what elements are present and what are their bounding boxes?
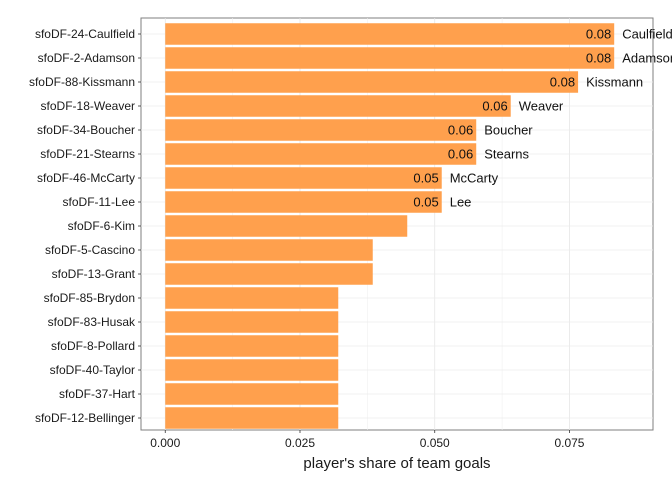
y-tick-label: sfoDF-18-Weaver (41, 99, 135, 113)
bar (165, 23, 615, 45)
bar-value-label: 0.06 (448, 123, 473, 138)
bar-name-label: Boucher (484, 123, 533, 138)
y-tick-label: sfoDF-40-Taylor (50, 363, 135, 377)
bar (165, 47, 615, 69)
bar-name-label: McCarty (450, 171, 499, 186)
bar (165, 407, 339, 429)
bar (165, 311, 339, 333)
y-tick-label: sfoDF-8-Pollard (51, 339, 135, 353)
bar-value-label: 0.08 (550, 75, 575, 90)
y-tick-label: sfoDF-13-Grant (52, 267, 136, 281)
y-tick-label: sfoDF-21-Stearns (40, 147, 135, 161)
bar (165, 263, 373, 285)
bar-value-label: 0.08 (586, 27, 611, 42)
bar (165, 71, 579, 93)
x-tick-label: 0.025 (285, 436, 315, 450)
bar-name-label: Kissmann (586, 75, 643, 90)
y-tick-label: sfoDF-34-Boucher (37, 123, 135, 137)
bar-name-label: Adamson (622, 51, 672, 66)
y-tick-label: sfoDF-83-Husak (48, 315, 136, 329)
y-tick-label: sfoDF-2-Adamson (38, 51, 135, 65)
x-tick-label: 0.000 (150, 436, 180, 450)
bar-value-label: 0.05 (413, 171, 438, 186)
bar-labels: 0.08 Caulfield 0.08 Adamson 0.08 Kissmann 0.06… (413, 27, 672, 210)
y-tick-label: sfoDF-6-Kim (68, 219, 135, 233)
bar (165, 383, 339, 405)
x-tick-label: 0.050 (420, 436, 450, 450)
bar-name-label: Stearns (484, 147, 529, 162)
bar (165, 143, 477, 165)
y-tick-label: sfoDF-85-Brydon (44, 291, 135, 305)
y-tick-label: sfoDF-88-Kissmann (29, 75, 135, 89)
y-tick-label: sfoDF-12-Bellinger (35, 411, 135, 425)
bar (165, 359, 339, 381)
x-axis-title: player's share of team goals (303, 455, 490, 472)
bar-name-label: Lee (450, 195, 472, 210)
bar-name-label: Caulfield (622, 27, 672, 42)
bar-value-label: 0.06 (482, 99, 507, 114)
y-tick-label: sfoDF-37-Hart (59, 387, 136, 401)
bars (165, 23, 615, 429)
bar-value-label: 0.05 (413, 195, 438, 210)
bar-value-label: 0.06 (448, 147, 473, 162)
x-tick-label: 0.075 (554, 436, 584, 450)
y-tick-label: sfoDF-5-Cascino (45, 243, 135, 257)
bar-value-label: 0.08 (586, 51, 611, 66)
y-axis: sfoDF-24-Caulfield sfoDF-2-Adamson sfoDF-8… (29, 27, 141, 425)
bar (165, 215, 408, 237)
bar-name-label: Weaver (519, 99, 564, 114)
bar (165, 335, 339, 357)
bar (165, 119, 477, 141)
bar (165, 95, 511, 117)
bar (165, 191, 442, 213)
y-tick-label: sfoDF-11-Lee (63, 195, 136, 209)
bar (165, 239, 373, 261)
x-axis: 0.000 0.025 0.050 0.075 (150, 430, 585, 450)
y-tick-label: sfoDF-46-McCarty (37, 171, 135, 185)
bar (165, 287, 339, 309)
y-tick-label: sfoDF-24-Caulfield (35, 27, 135, 41)
bar (165, 167, 442, 189)
